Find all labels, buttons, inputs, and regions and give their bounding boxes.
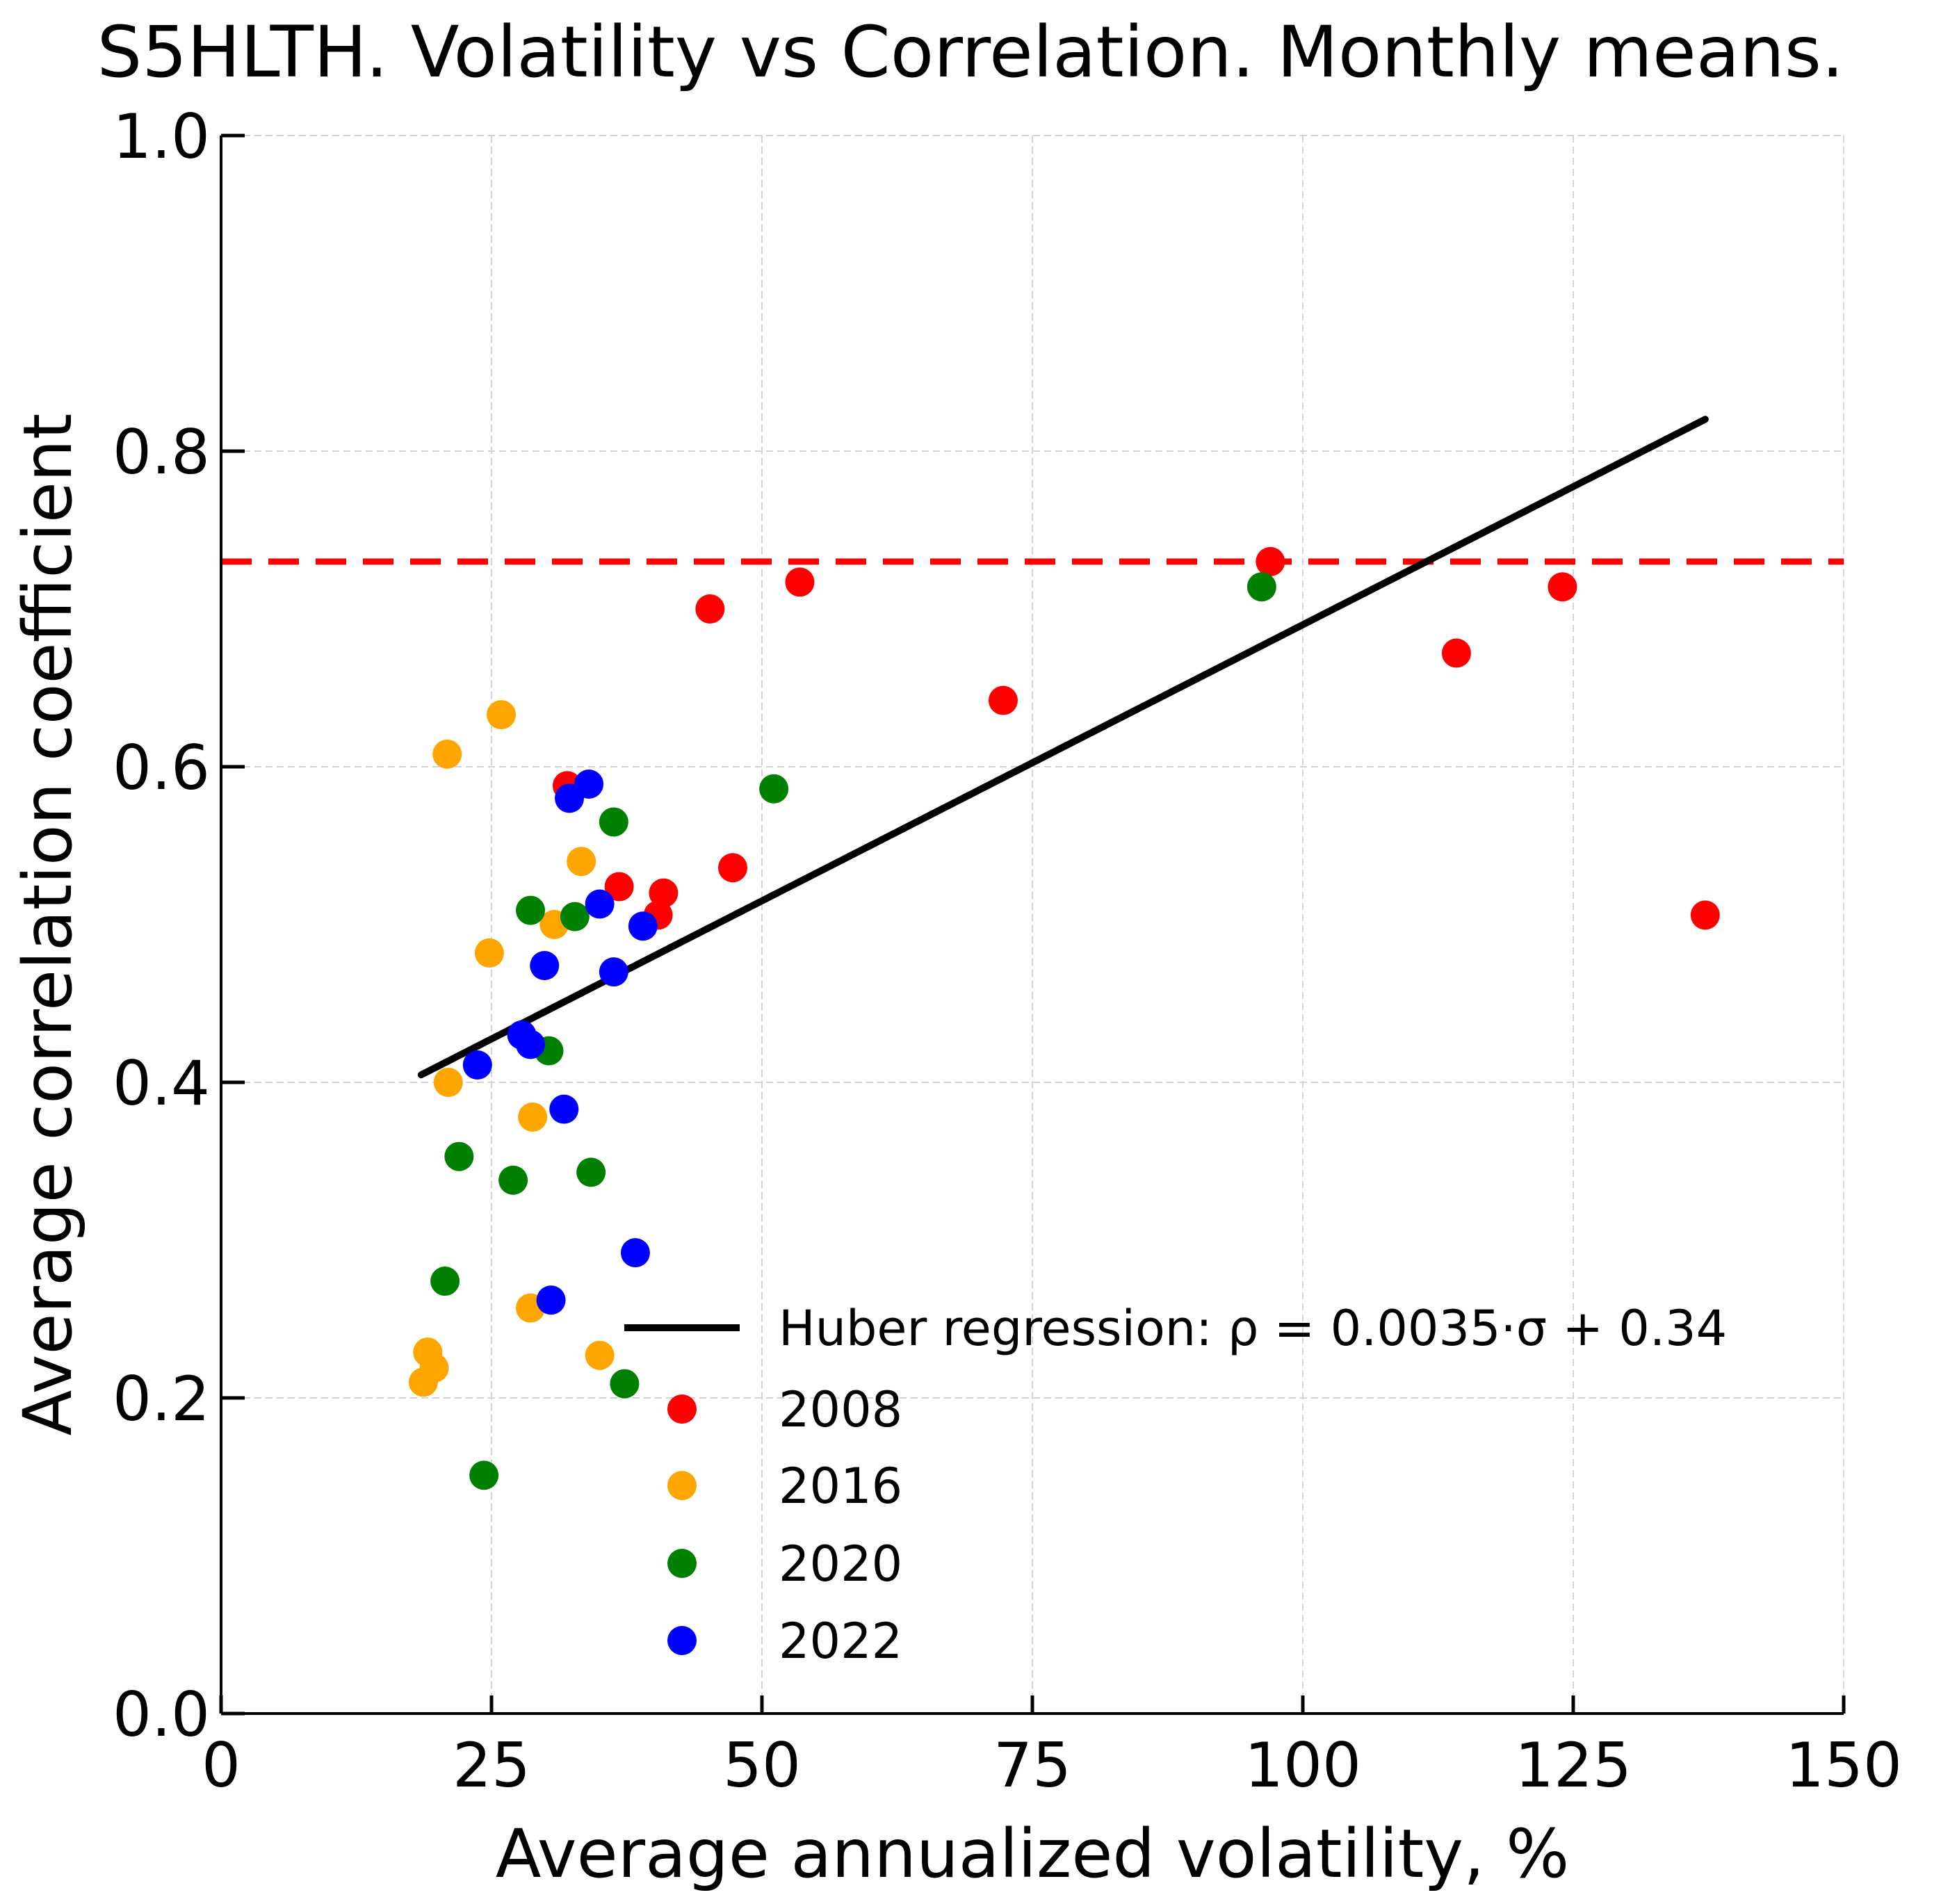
legend-2016-label: 2016 (779, 1458, 902, 1515)
point-2016 (585, 1340, 615, 1370)
point-2020 (759, 774, 789, 804)
point-2008 (1441, 638, 1471, 668)
point-2008 (649, 878, 679, 908)
x-axis-label: Average annualized volatility, % (496, 1815, 1570, 1893)
y-tick-label: 0.0 (113, 1679, 210, 1750)
legend-2020-marker (667, 1549, 697, 1578)
point-2008 (1548, 572, 1577, 602)
point-2008 (717, 853, 747, 883)
x-tick-label: 150 (1785, 1730, 1902, 1801)
point-2016 (433, 1068, 463, 1097)
x-tick-label: 125 (1515, 1730, 1632, 1801)
point-2016 (432, 739, 462, 769)
y-tick-label: 0.6 (113, 732, 210, 804)
point-2022 (599, 957, 628, 987)
point-2020 (1246, 572, 1276, 602)
point-2016 (487, 700, 517, 730)
point-2020 (516, 895, 546, 925)
point-2020 (469, 1460, 499, 1490)
point-2022 (555, 783, 585, 813)
point-2008 (988, 685, 1018, 715)
legend-2022-label: 2022 (779, 1613, 902, 1670)
data-points (408, 546, 1720, 1490)
legend-2008-marker (667, 1394, 697, 1424)
point-2008 (695, 594, 725, 624)
legend: Huber regression: ρ = 0.0035·σ + 0.34 20… (624, 1300, 1727, 1670)
x-tick-label: 50 (723, 1730, 801, 1801)
x-tick-label: 75 (993, 1730, 1071, 1801)
point-2016 (518, 1102, 548, 1132)
regression-line (417, 416, 1709, 1079)
point-2020 (560, 902, 590, 931)
legend-regression-label: Huber regression: ρ = 0.0035·σ + 0.34 (779, 1300, 1727, 1357)
legend-2008-label: 2008 (779, 1381, 902, 1438)
point-2020 (599, 807, 628, 837)
point-2022 (536, 1285, 566, 1315)
point-2020 (430, 1267, 460, 1296)
grid-lines (220, 135, 1844, 1714)
point-2020 (444, 1141, 474, 1171)
point-2016 (474, 938, 504, 968)
point-2022 (628, 911, 658, 941)
point-2008 (1256, 546, 1285, 576)
point-2022 (530, 951, 560, 981)
point-2008 (785, 567, 815, 597)
x-tick-label: 100 (1244, 1730, 1361, 1801)
x-tick-label: 25 (453, 1730, 530, 1801)
point-2016 (567, 847, 596, 877)
y-tick-label: 0.4 (113, 1048, 210, 1119)
y-tick-label: 0.2 (113, 1363, 210, 1435)
y-tick-label: 1.0 (113, 101, 210, 172)
point-2020 (498, 1165, 528, 1195)
point-2022 (585, 889, 615, 919)
y-axis-label: Average correlation coefficient (9, 414, 87, 1436)
legend-2020-label: 2020 (779, 1536, 902, 1593)
point-2008 (1690, 900, 1720, 930)
x-tick-label: 0 (202, 1730, 241, 1801)
legend-2016-marker (667, 1471, 697, 1500)
point-2022 (462, 1050, 492, 1080)
point-2022 (549, 1094, 579, 1124)
point-2020 (610, 1369, 640, 1399)
point-2022 (516, 1030, 546, 1059)
chart-title: S5HLTH. Volatility vs Correlation. Month… (97, 11, 1844, 94)
regression-line-group (417, 416, 1709, 1079)
point-2022 (620, 1238, 650, 1268)
y-tick-label: 0.8 (113, 416, 210, 488)
point-2020 (576, 1157, 606, 1187)
axis-ticks: 0 25 50 75 100 125 150 0.0 0.2 0.4 0.6 0.8 1.0 (113, 101, 1902, 1801)
legend-2022-marker (667, 1626, 697, 1655)
point-2016 (408, 1367, 438, 1397)
point-2008 (604, 872, 634, 902)
